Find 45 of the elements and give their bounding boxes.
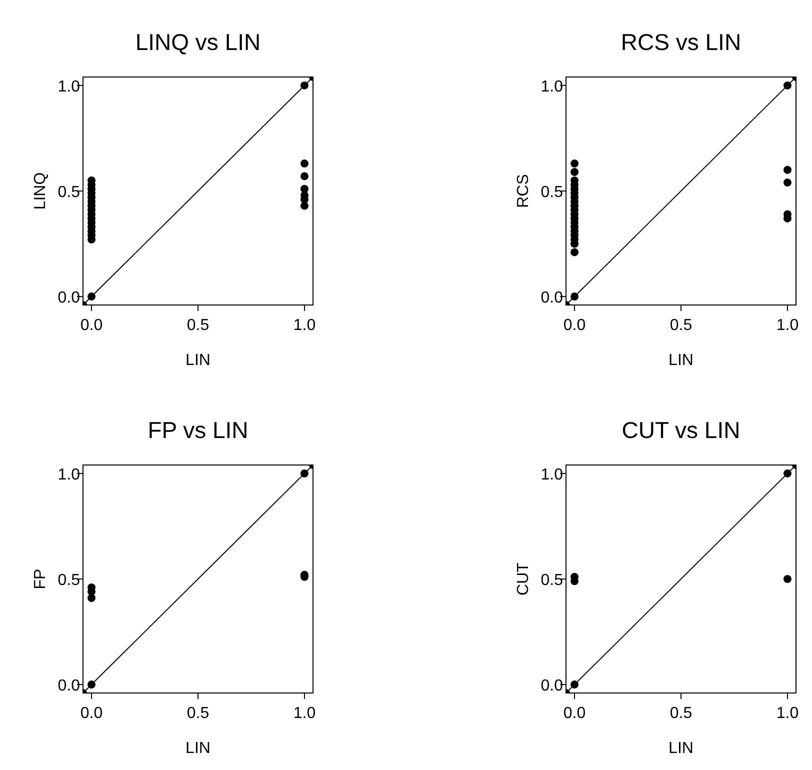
x-tick-label: 0.5 <box>186 317 210 334</box>
y-tick-label: 0.5 <box>58 184 80 201</box>
x-tick-label: 0.0 <box>80 705 103 722</box>
y-axis-title: LINQ <box>32 172 49 210</box>
y-axis-title: FP <box>32 568 49 590</box>
chart-title: RCS vs LIN <box>620 29 742 55</box>
x-axis-title: LIN <box>668 740 694 757</box>
point <box>300 172 308 180</box>
point <box>300 160 308 168</box>
y-tick-label: 0.0 <box>58 290 80 307</box>
x-tick-label: 1.0 <box>293 705 316 722</box>
y-axis-title: RCS <box>515 174 532 208</box>
x-tick-label: 0.0 <box>80 317 103 334</box>
chart-title: FP vs LIN <box>148 417 248 443</box>
x-tick-label: 1.0 <box>776 317 799 334</box>
point <box>783 166 792 174</box>
x-axis-title: LIN <box>668 352 694 369</box>
y-tick-label: 0.0 <box>540 678 564 695</box>
y-tick-label: 0.5 <box>540 184 564 201</box>
y-tick-label: 1.0 <box>58 78 80 96</box>
y-tick-label: 0.5 <box>58 572 80 589</box>
chart-title: CUT vs LIN <box>622 417 740 443</box>
y-tick-label: 0.5 <box>540 572 564 589</box>
x-axis-title: LIN <box>186 352 210 369</box>
x-tick-label: 0.5 <box>670 705 692 722</box>
x-tick-label: 0.5 <box>186 705 210 722</box>
point <box>570 160 579 168</box>
y-tick-label: 1.0 <box>58 466 80 484</box>
x-tick-label: 1.0 <box>293 317 316 334</box>
y-axis-title: CUT <box>515 562 532 596</box>
point <box>300 202 308 210</box>
y-tick-label: 0.0 <box>540 290 564 307</box>
y-tick-label: 1.0 <box>540 78 564 96</box>
x-tick-label: 0.0 <box>563 317 586 334</box>
chart-title: LINQ vs LIN <box>135 29 261 55</box>
point <box>88 594 96 602</box>
y-tick-label: 0.0 <box>58 678 80 695</box>
x-tick-label: 0.5 <box>670 317 692 334</box>
x-axis-title: LIN <box>186 740 210 757</box>
y-tick-label: 1.0 <box>540 466 564 484</box>
point <box>783 178 792 187</box>
point <box>570 248 579 256</box>
point <box>570 168 579 176</box>
x-tick-label: 1.0 <box>776 705 799 722</box>
x-tick-label: 0.0 <box>563 705 586 722</box>
